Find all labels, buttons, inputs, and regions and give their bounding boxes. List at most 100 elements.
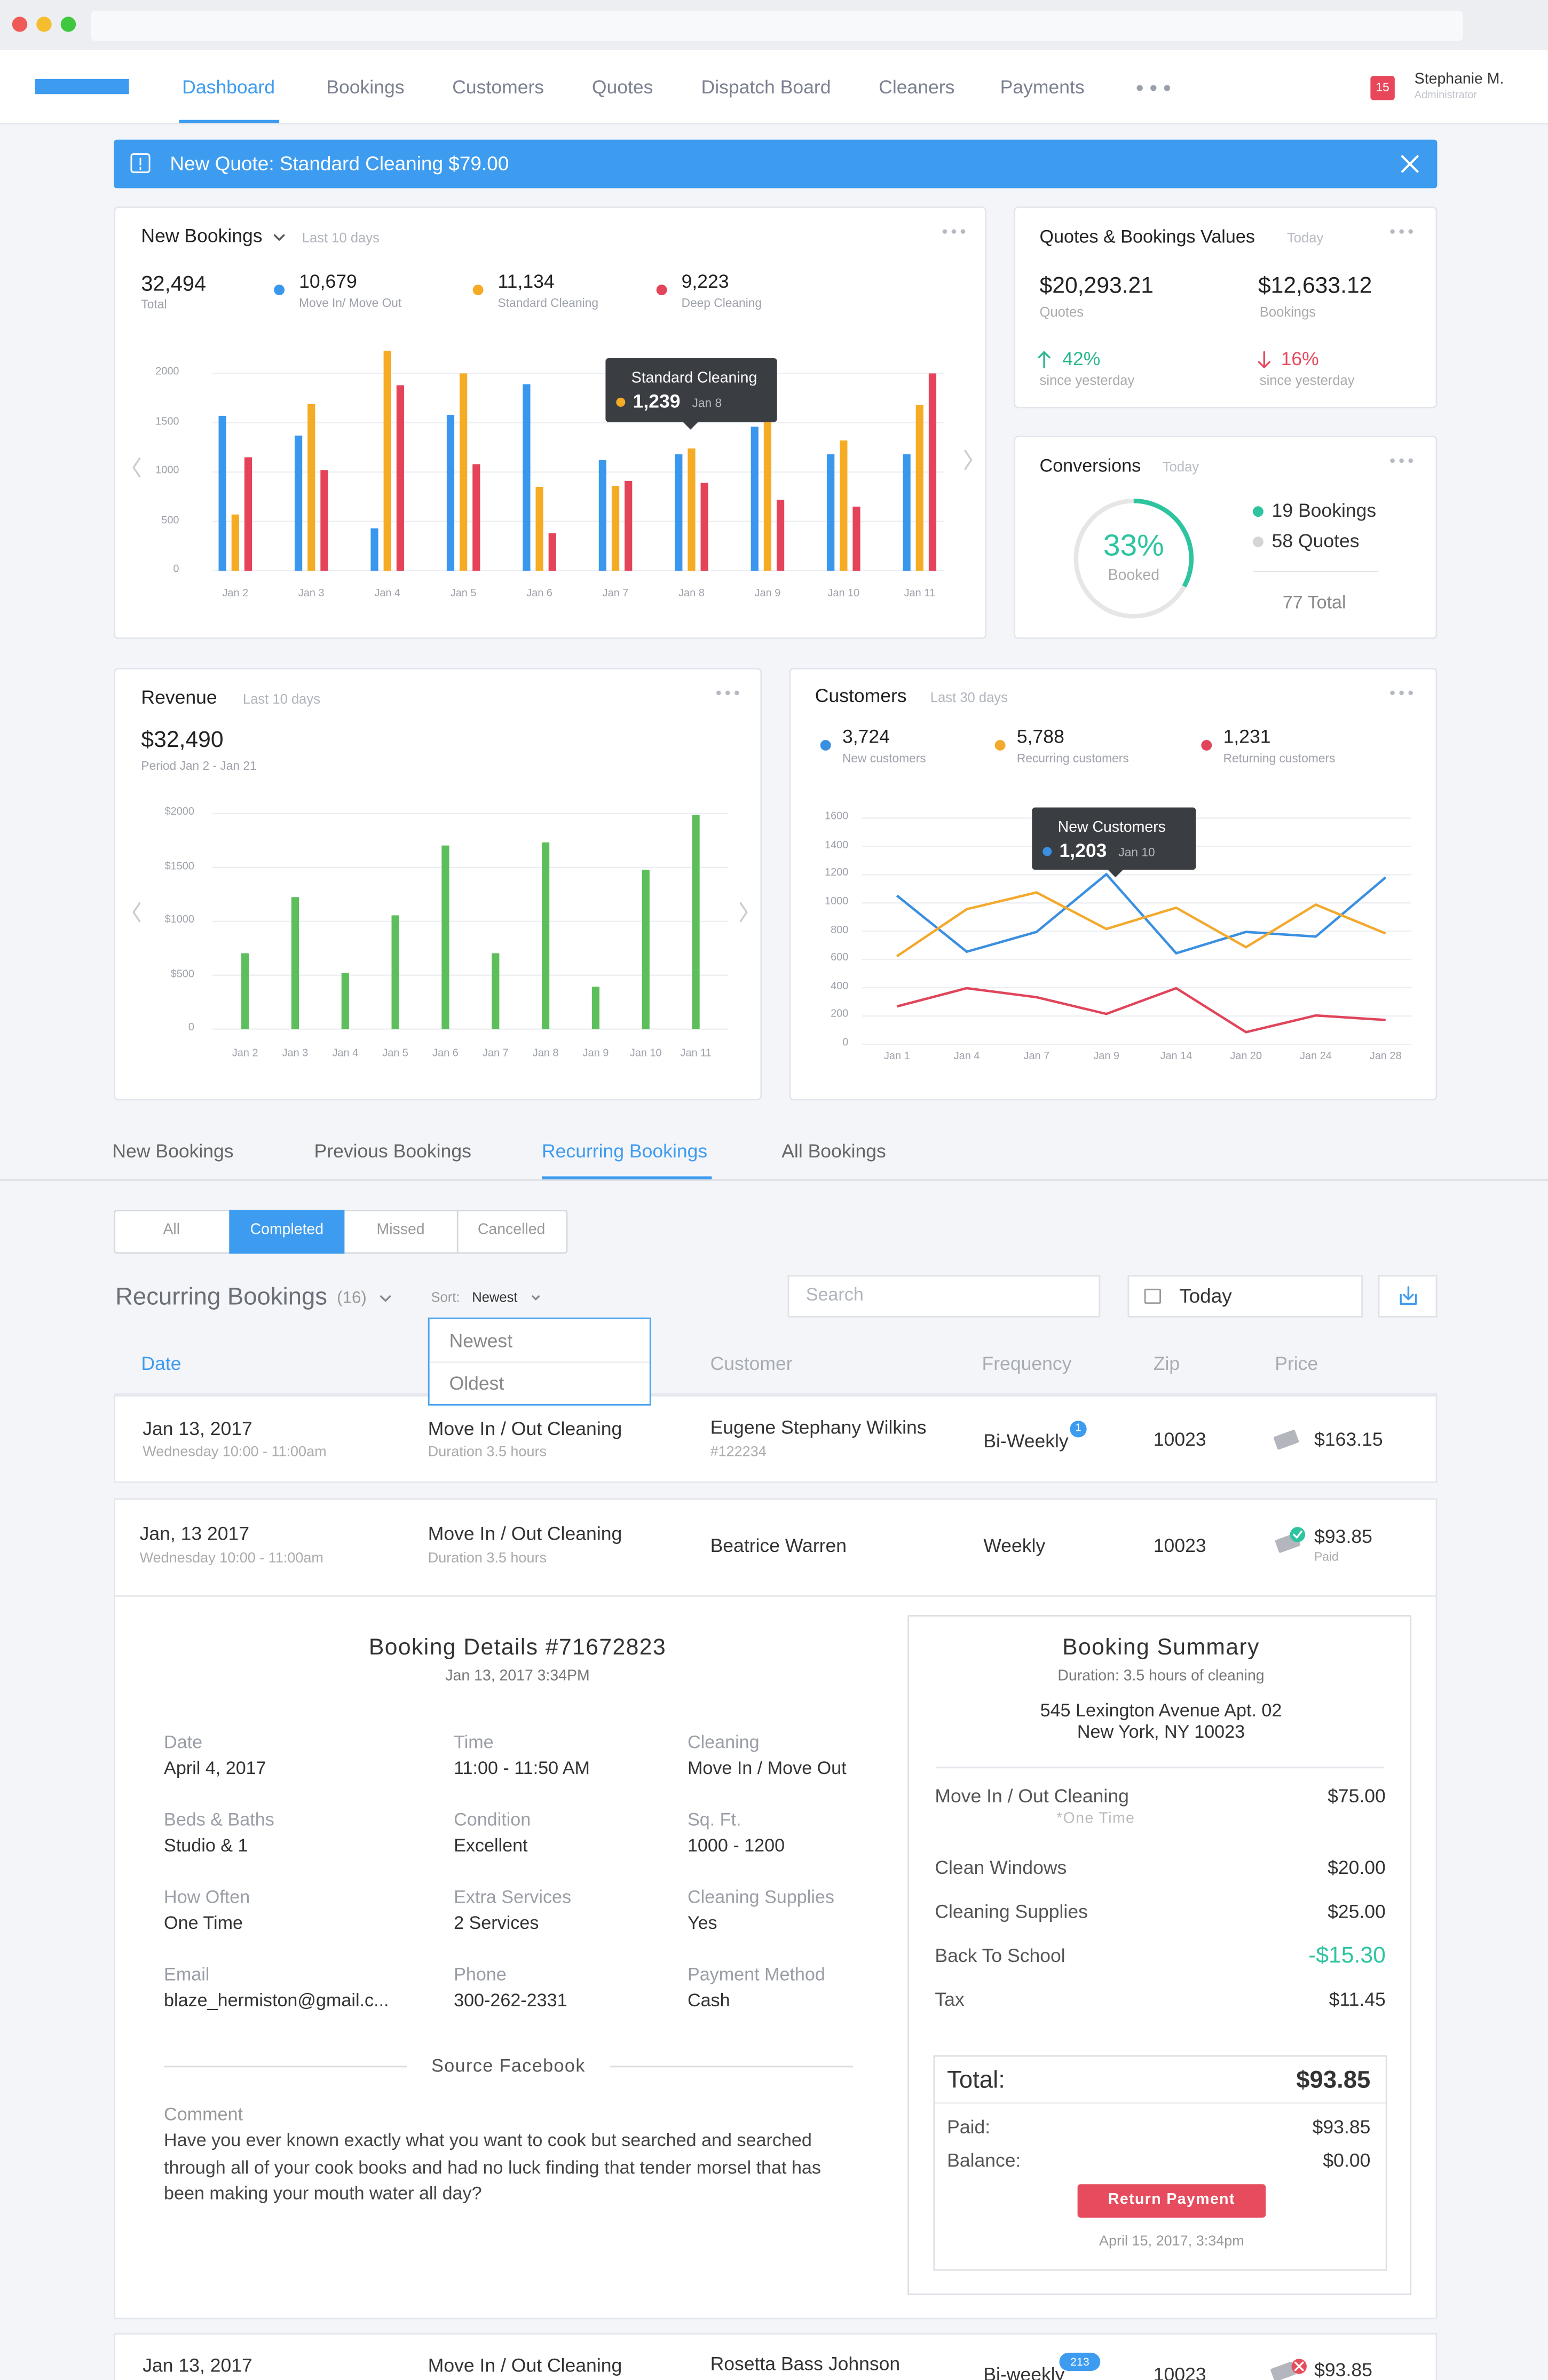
tooltip-date: Jan 10 [1118,846,1155,860]
card-menu-dot[interactable] [716,690,721,696]
card-menu-dot[interactable] [1390,458,1395,463]
row-customer: Rosetta Bass Johnson [710,2353,901,2375]
row-time: Wednesday 10:00 - 11:00am [143,1444,327,1461]
legend-label: Deep Cleaning [681,296,762,310]
card-menu-dot[interactable] [734,690,739,696]
card-menu-dot[interactable] [1408,229,1413,234]
window-dot [60,17,76,32]
y-tick-label: 0 [842,1038,849,1049]
field-value: Cash [687,1989,730,2011]
download-button[interactable] [1378,1275,1438,1318]
booking-row[interactable] [114,2332,1438,2380]
y-tick-label: 0 [188,1022,194,1034]
field-value: Studio & 1 [164,1834,248,1856]
x-tick-label: Jan 20 [1230,1051,1262,1062]
nav-item[interactable]: Dispatch Board [701,76,831,98]
nav-item[interactable]: Quotes [591,76,653,98]
card-menu-dot[interactable] [1408,690,1413,696]
y-tick-label: 1600 [825,811,849,823]
legend-label: Returning customers [1223,751,1336,766]
y-tick-label: 1200 [825,868,849,879]
nav-item[interactable]: Cleaners [879,76,955,98]
sort-option[interactable]: Newest [449,1330,513,1352]
card-title[interactable]: New Bookings [141,225,263,247]
column-header[interactable]: Date [141,1353,181,1375]
sort-label: Sort: [431,1289,460,1305]
card-menu-dot[interactable] [942,229,947,234]
nav-item[interactable]: Bookings [326,76,405,98]
legend-value: 5,788 [1016,726,1064,748]
date-box[interactable] [1127,1275,1363,1318]
comment: Have you ever known exactly what you wan… [164,2129,821,2204]
x-tick-label: Jan 6 [526,588,552,600]
card-menu-dot[interactable] [1390,229,1395,234]
x-tick-label: Jan 7 [1023,1051,1050,1062]
alert-text: New Quote: Standard Cleaning $79.00 [170,152,509,175]
booking-row[interactable] [114,1394,1438,1483]
nav-more-dot[interactable] [1150,85,1157,91]
calendar-icon [1144,1288,1161,1304]
filter[interactable]: Cancelled [477,1221,546,1239]
column-header[interactable]: Customer [710,1353,793,1375]
card-menu-dot[interactable] [1390,690,1395,696]
card-menu-dot[interactable] [725,690,730,696]
x-tick-label: Jan 14 [1160,1051,1192,1062]
field-value: 300-262-2331 [454,1989,567,2011]
x-tick-label: Jan 1 [883,1051,910,1062]
nav-more-dot[interactable] [1164,85,1171,91]
row-date: Jan, 13 2017 [139,1523,250,1544]
card-menu-dot[interactable] [1408,458,1413,463]
row-divider [115,1595,1436,1597]
row-frequency: Bi-Weekly [983,1430,1069,1452]
tab[interactable]: All Bookings [781,1140,886,1162]
x-tick-label: Jan 4 [374,588,401,600]
search-box[interactable] [787,1275,1101,1318]
column-header[interactable]: Zip [1153,1353,1180,1375]
nav-bar [0,50,1548,125]
x-tick-label: Jan 4 [953,1051,980,1062]
tab[interactable]: Previous Bookings [314,1140,471,1162]
filter[interactable]: Completed [250,1221,324,1239]
list-title: Recurring Bookings [115,1284,328,1311]
tab[interactable]: New Bookings [112,1140,234,1162]
y-tick-label: 1000 [155,466,179,477]
field-label: Date [164,1731,203,1753]
card-menu-dot[interactable] [1399,690,1404,696]
card-menu-dot[interactable] [1399,458,1404,463]
field-label: Phone [454,1964,507,1985]
nav-item[interactable]: Customers [452,76,544,98]
change-value: 16% [1281,348,1319,370]
tab-underline [541,1176,712,1180]
legend-value: 9,223 [681,271,729,293]
filter[interactable]: Missed [376,1221,425,1239]
nav-more-dot[interactable] [1136,85,1143,91]
change-label: since yesterday [1039,373,1135,388]
column-header[interactable]: Frequency [982,1353,1072,1375]
nav-item[interactable]: Dashboard [182,76,275,98]
return-payment-button[interactable] [1077,2184,1266,2218]
sort-option[interactable]: Oldest [449,1373,504,1394]
nav-item[interactable]: Payments [1000,76,1085,98]
field-label: Condition [454,1809,531,1831]
tab[interactable]: Recurring Bookings [541,1140,708,1162]
user-badge-text: 15 [1376,81,1389,94]
list-count: (16) [337,1289,367,1308]
field-label: Sq. Ft. [687,1809,741,1831]
summary-line [936,1767,1384,1769]
x-tick-label: Jan 11 [904,588,935,600]
address: New York, NY 10023 [1077,1721,1245,1743]
button-label[interactable]: Return Payment [1108,2192,1235,2209]
x-tick-label: Jan 10 [827,588,860,600]
user-role: Administrator [1414,91,1478,101]
search-placeholder: Search [805,1283,864,1305]
card-menu-dot[interactable] [1399,229,1404,234]
filter[interactable]: All [163,1221,180,1239]
sort-value[interactable]: Newest [472,1289,518,1305]
card-menu-dot[interactable] [960,229,966,234]
card-menu-dot[interactable] [951,229,957,234]
field-label: Cleaning [687,1731,760,1753]
y-tick-label: 1400 [825,840,849,851]
column-header[interactable]: Price [1275,1353,1318,1375]
tabs-divider [0,1179,1548,1181]
